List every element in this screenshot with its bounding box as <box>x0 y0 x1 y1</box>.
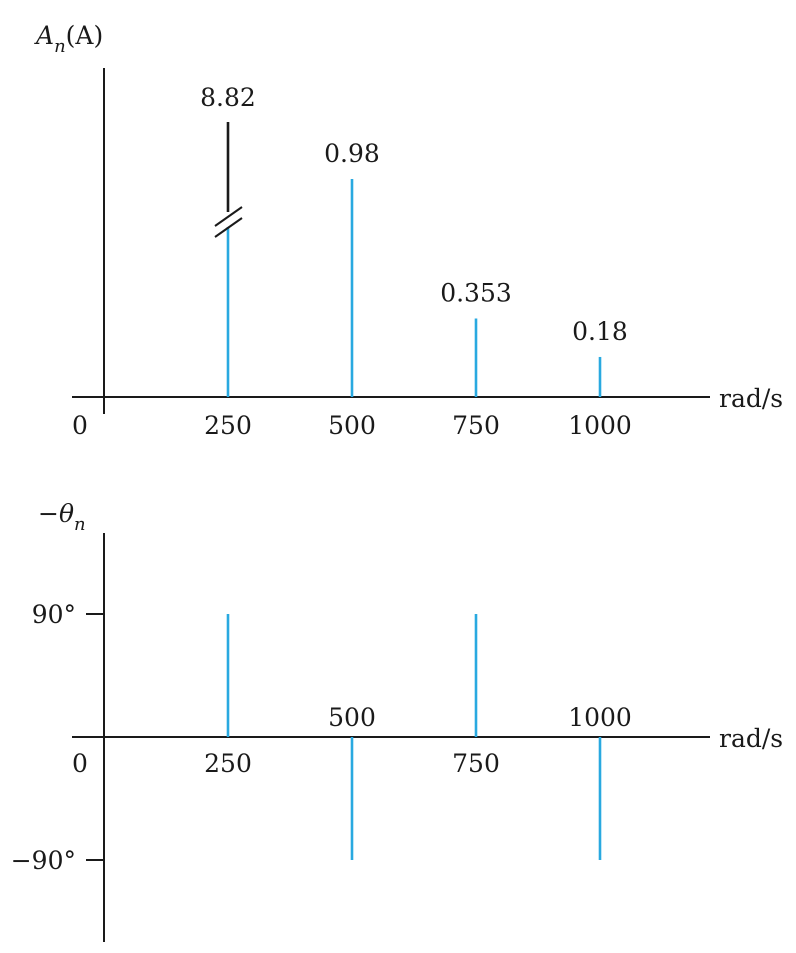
phase-x-tick-label: 1000 <box>568 703 632 732</box>
amplitude-x-tick-label: 750 <box>452 411 500 440</box>
amplitude-data-label: 0.353 <box>440 278 512 307</box>
phase-x-tick-label: 750 <box>452 749 500 778</box>
phase-x-axis-label: rad/s <box>719 724 783 753</box>
amplitude-origin-label: 0 <box>72 411 88 440</box>
axis-break-marker <box>214 206 243 238</box>
phase-stems <box>226 614 602 860</box>
amplitude-y-axis-label: An(A) <box>34 21 103 57</box>
amplitude-x-tick-label: 500 <box>328 411 376 440</box>
amplitude-x-axis-label: rad/s <box>719 384 783 413</box>
amplitude-stems <box>226 122 602 397</box>
phase-x-tick-label: 500 <box>328 703 376 732</box>
phase-y-tick-label: 90° <box>32 600 76 629</box>
amplitude-x-tick-labels: 250 500 750 1000 <box>204 411 632 440</box>
amplitude-chart: An(A) 0 rad/s 250 500 750 1000 8.82 0.98 0.35… <box>34 21 783 440</box>
phase-chart: −θn 0 rad/s 90° −90° 250 500 750 1000 <box>11 499 783 942</box>
break-slash <box>214 217 243 238</box>
phase-y-tick-label: −90° <box>11 846 76 875</box>
phase-y-ticks: 90° −90° <box>11 600 104 875</box>
phase-y-axis-label: −θn <box>38 499 86 535</box>
amplitude-data-labels: 8.82 0.98 0.353 0.18 <box>200 83 628 346</box>
phase-x-tick-label: 250 <box>204 749 252 778</box>
phase-origin-label: 0 <box>72 749 88 778</box>
amplitude-data-label: 0.18 <box>572 317 628 346</box>
phase-x-tick-labels: 250 500 750 1000 <box>204 703 632 778</box>
amplitude-data-label: 0.98 <box>324 139 380 168</box>
amplitude-data-label: 8.82 <box>200 83 256 112</box>
amplitude-x-tick-label: 250 <box>204 411 252 440</box>
amplitude-x-tick-label: 1000 <box>568 411 632 440</box>
break-slash <box>214 206 243 227</box>
